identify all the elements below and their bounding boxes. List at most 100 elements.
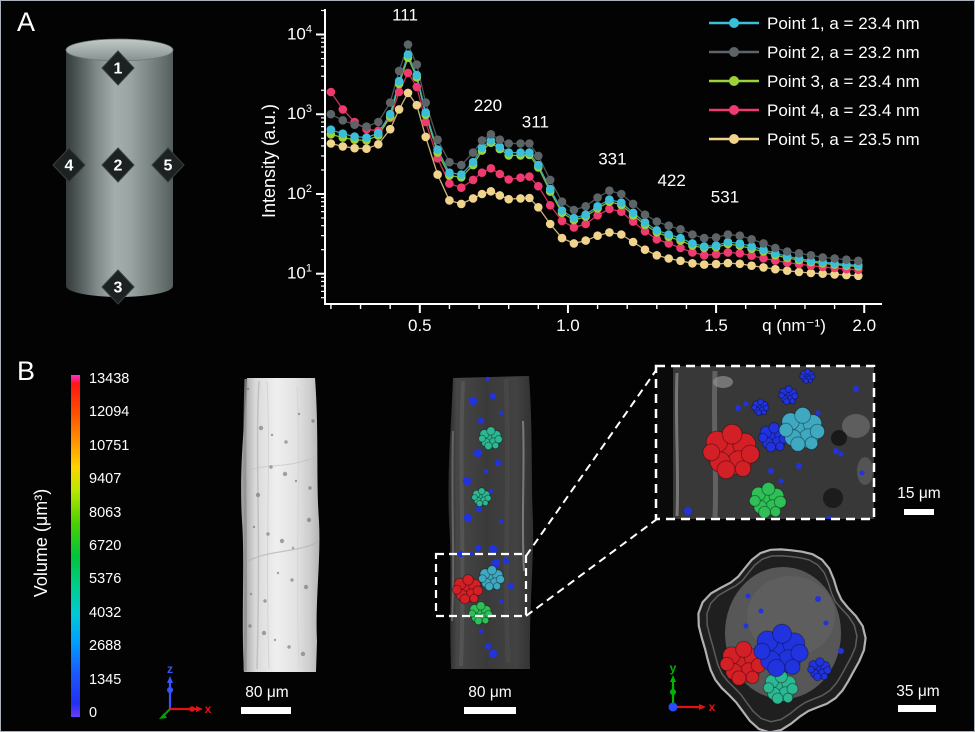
data-point: [468, 194, 478, 203]
particle: [478, 434, 487, 443]
particle: [462, 574, 474, 586]
y-axis-label: Intensity (a.u.): [259, 104, 279, 218]
data-point: [362, 144, 371, 153]
data-point: [617, 189, 626, 199]
data-point: [794, 249, 804, 258]
data-point: [830, 254, 839, 263]
data-point: [534, 181, 543, 191]
measurement-point-number: 2: [114, 158, 123, 175]
legend-marker: [729, 134, 739, 144]
particle: [790, 436, 806, 452]
particle: [468, 396, 478, 406]
scale-bar: [464, 707, 516, 714]
legend-item: Point 3, a = 23.4 nm: [709, 72, 920, 91]
data-point: [326, 109, 336, 119]
particle: [807, 378, 814, 384]
data-point: [534, 160, 543, 170]
data-point: [545, 175, 555, 185]
y-tick-label: 103: [287, 103, 312, 123]
particle-cluster: [778, 385, 799, 406]
data-point: [782, 266, 792, 276]
particle: [745, 670, 760, 685]
data-point: [394, 87, 404, 97]
particle: [478, 628, 484, 634]
particle: [778, 422, 794, 438]
data-point: [842, 255, 851, 264]
data-point: [794, 267, 804, 277]
legend-label: Point 4, a = 23.4 nm: [767, 101, 920, 120]
data-point: [504, 148, 513, 157]
data-point: [628, 199, 638, 209]
particle: [765, 441, 777, 453]
y-tick-label: 104: [287, 24, 312, 44]
data-point: [688, 230, 697, 239]
particle: [489, 392, 497, 400]
legend-label: Point 5, a = 23.5 nm: [767, 130, 920, 149]
particle: [794, 406, 812, 424]
x-axis-label: q (nm⁻¹): [762, 316, 826, 335]
data-point: [433, 135, 442, 144]
scale-bar-label: 80 μm: [245, 684, 289, 701]
particle-cluster: [807, 657, 832, 682]
data-point: [759, 239, 768, 248]
data-point: [486, 187, 496, 196]
series-points-5: [326, 88, 863, 281]
saxs-intensity-chart: 0.5 1.0 1.5 2.0 q (nm⁻¹) 101 102 103 104 Intensit…: [259, 5, 920, 335]
inset-magnified-view: [656, 366, 874, 519]
data-point: [617, 230, 626, 239]
y-tick-label: 101: [287, 263, 312, 283]
particle: [796, 463, 802, 469]
particle: [459, 593, 471, 605]
x-tick-label: 2.0: [852, 316, 876, 335]
measurement-point-marker-2: 2: [101, 147, 135, 183]
particle: [815, 596, 821, 602]
particle: [486, 426, 496, 436]
particle: [838, 451, 844, 457]
particle: [476, 601, 486, 611]
data-point: [688, 259, 697, 268]
data-point: [445, 196, 454, 205]
data-point: [495, 135, 505, 144]
data-point: [445, 168, 454, 177]
data-point: [640, 227, 650, 236]
cross-section-view: [697, 548, 867, 731]
colorbar-tick: 10751: [89, 437, 130, 454]
particle: [784, 659, 801, 675]
particle: [498, 598, 504, 604]
measurement-point-marker-5: 5: [151, 147, 185, 183]
data-point: [545, 184, 555, 194]
data-point: [711, 250, 721, 259]
data-point: [394, 66, 404, 76]
legend-marker: [729, 105, 739, 115]
particle: [734, 460, 752, 478]
particle: [491, 558, 501, 568]
data-point: [468, 175, 478, 185]
particle: [778, 478, 784, 484]
data-point: [747, 251, 756, 260]
data-point: [735, 239, 745, 248]
data-point: [652, 226, 662, 235]
particle: [451, 584, 462, 595]
data-point: [477, 143, 487, 152]
data-point: [723, 258, 733, 268]
data-point: [605, 228, 614, 237]
particle: [782, 692, 794, 704]
fiber2-sem-image: [448, 376, 534, 669]
scale-bar-label: 35 μm: [896, 683, 940, 700]
data-point: [545, 201, 555, 210]
peak-label-331: 331: [598, 149, 626, 168]
data-point: [403, 88, 413, 98]
particle: [484, 494, 492, 502]
data-point: [421, 98, 430, 107]
particle: [820, 672, 829, 681]
data-point: [421, 108, 430, 117]
scale-bar: [904, 509, 934, 515]
particle: [716, 460, 736, 480]
peak-label-111: 111: [392, 5, 418, 24]
data-point: [593, 211, 602, 220]
data-point: [557, 233, 567, 243]
particle: [483, 468, 489, 474]
inset-cyan-cluster: [778, 406, 826, 452]
data-point: [605, 204, 614, 214]
